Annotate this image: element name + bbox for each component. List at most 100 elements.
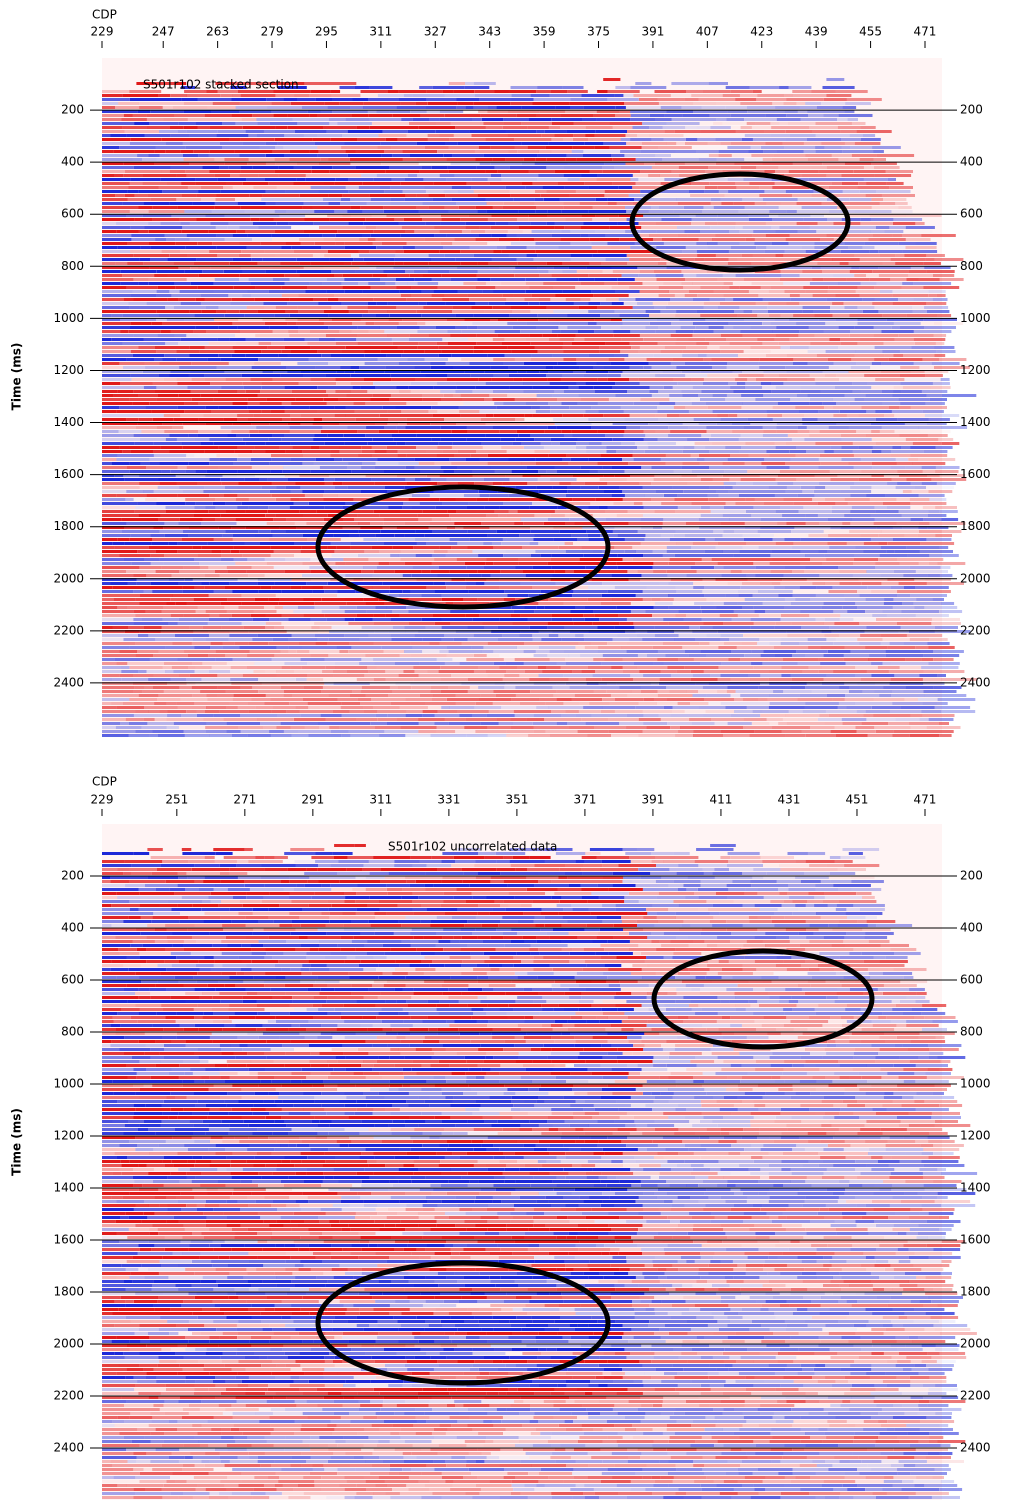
seismic-trace bbox=[679, 318, 691, 321]
seismic-trace bbox=[576, 382, 586, 385]
seismic-trace bbox=[924, 326, 956, 329]
seismic-trace bbox=[426, 106, 457, 109]
seismic-trace bbox=[189, 626, 203, 629]
seismic-trace bbox=[400, 234, 435, 237]
seismic-trace bbox=[130, 386, 144, 389]
seismic-trace bbox=[124, 542, 152, 545]
seismic-trace bbox=[550, 406, 570, 409]
seismic-trace bbox=[176, 258, 197, 261]
seismic-trace bbox=[123, 298, 134, 301]
seismic-trace bbox=[102, 494, 117, 497]
seismic-trace bbox=[127, 582, 137, 585]
seismic-trace bbox=[239, 310, 258, 313]
seismic-trace bbox=[649, 314, 676, 317]
seismic-trace bbox=[324, 614, 357, 617]
seismic-trace bbox=[710, 198, 721, 201]
seismic-trace bbox=[136, 582, 151, 585]
seismic-trace bbox=[482, 290, 494, 293]
seismic-trace bbox=[237, 414, 254, 417]
seismic-trace bbox=[160, 102, 184, 105]
seismic-trace bbox=[608, 398, 641, 401]
seismic-trace bbox=[652, 550, 667, 553]
seismic-trace bbox=[440, 390, 456, 393]
seismic-trace bbox=[305, 290, 327, 293]
seismic-trace bbox=[102, 386, 131, 389]
seismic-trace bbox=[624, 430, 644, 433]
seismic-trace bbox=[815, 150, 843, 153]
seismic-trace bbox=[457, 542, 484, 545]
seismic-trace bbox=[686, 614, 720, 617]
seismic-trace bbox=[593, 550, 603, 553]
seismic-trace bbox=[934, 590, 951, 593]
seismic-trace bbox=[722, 274, 736, 277]
seismic-trace bbox=[231, 114, 253, 117]
seismic-trace bbox=[396, 286, 412, 289]
seismic-trace bbox=[657, 262, 667, 265]
seismic-trace bbox=[267, 346, 285, 349]
seismic-trace bbox=[225, 378, 251, 381]
seismic-trace bbox=[247, 290, 269, 293]
seismic-trace bbox=[527, 426, 548, 429]
seismic-trace bbox=[892, 526, 903, 529]
seismic-trace bbox=[603, 142, 627, 145]
seismic-trace bbox=[528, 118, 551, 121]
seismic-trace bbox=[863, 550, 887, 553]
seismic-trace bbox=[643, 214, 680, 217]
seismic-trace bbox=[702, 210, 739, 213]
seismic-trace bbox=[220, 514, 246, 517]
seismic-trace bbox=[190, 266, 199, 269]
seismic-trace bbox=[169, 578, 185, 581]
seismic-trace bbox=[177, 622, 208, 625]
seismic-trace bbox=[838, 158, 860, 161]
seismic-trace bbox=[178, 618, 193, 621]
seismic-trace bbox=[235, 106, 268, 109]
seismic-trace bbox=[369, 118, 402, 121]
seismic-trace bbox=[102, 142, 130, 145]
seismic-trace bbox=[456, 106, 466, 109]
seismic-trace bbox=[642, 122, 667, 125]
seismic-trace bbox=[102, 130, 125, 133]
seismic-trace bbox=[275, 514, 303, 517]
seismic-trace bbox=[894, 414, 925, 417]
seismic-trace bbox=[879, 202, 896, 205]
seismic-trace bbox=[338, 398, 371, 401]
seismic-trace bbox=[890, 450, 924, 453]
seismic-trace bbox=[516, 114, 536, 117]
seismic-trace bbox=[858, 414, 885, 417]
seismic-trace bbox=[644, 494, 664, 497]
seismic-trace bbox=[239, 110, 272, 113]
seismic-trace bbox=[194, 510, 209, 513]
seismic-trace bbox=[492, 158, 506, 161]
seismic-trace bbox=[722, 122, 747, 125]
seismic-trace bbox=[614, 626, 635, 629]
seismic-trace bbox=[857, 590, 872, 593]
seismic-trace bbox=[828, 534, 861, 537]
seismic-trace bbox=[287, 370, 301, 373]
seismic-trace bbox=[506, 246, 527, 249]
seismic-trace bbox=[198, 334, 235, 337]
seismic-trace bbox=[786, 354, 817, 357]
seismic-trace bbox=[727, 458, 765, 461]
seismic-trace bbox=[427, 270, 450, 273]
seismic-trace bbox=[143, 202, 170, 205]
seismic-trace bbox=[638, 222, 656, 225]
seismic-trace bbox=[222, 534, 233, 537]
seismic-trace bbox=[303, 374, 326, 377]
seismic-trace bbox=[657, 438, 688, 441]
seismic-trace bbox=[214, 174, 231, 177]
seismic-trace bbox=[102, 486, 119, 489]
seismic-trace bbox=[227, 598, 255, 601]
seismic-trace bbox=[355, 506, 389, 509]
seismic-trace bbox=[491, 258, 517, 261]
seismic-trace bbox=[466, 426, 493, 429]
seismic-trace bbox=[508, 458, 536, 461]
seismic-trace bbox=[913, 602, 941, 605]
seismic-trace bbox=[327, 250, 359, 253]
seismic-trace bbox=[746, 542, 776, 545]
seismic-trace bbox=[588, 302, 601, 305]
seismic-trace bbox=[685, 622, 704, 625]
seismic-trace bbox=[914, 606, 925, 609]
seismic-trace bbox=[703, 302, 720, 305]
seismic-trace bbox=[262, 194, 300, 197]
seismic-trace bbox=[815, 486, 826, 489]
